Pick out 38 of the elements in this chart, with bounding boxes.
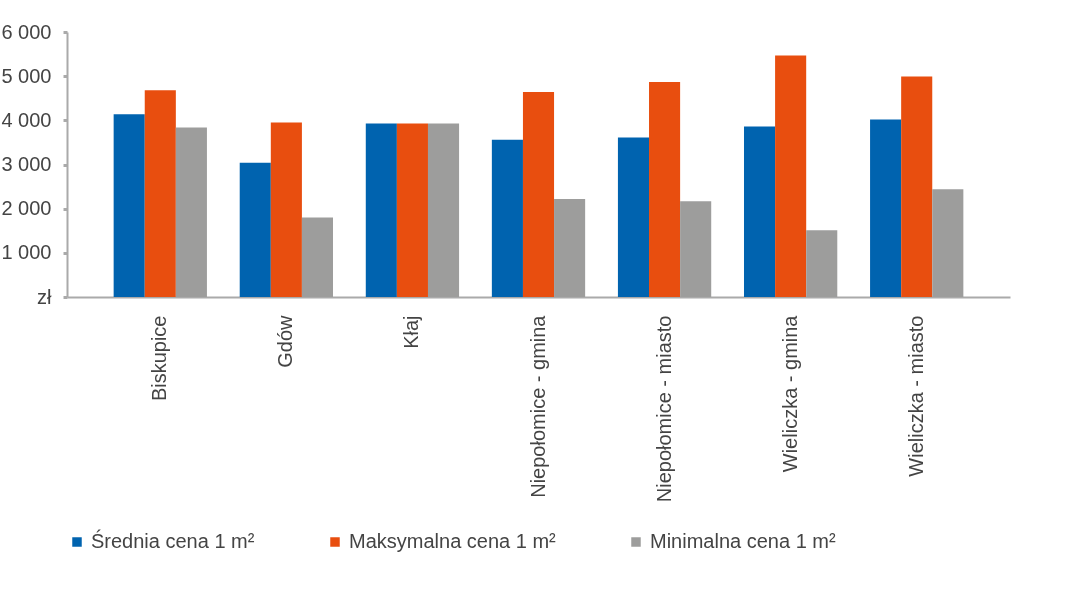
y-tick-label: 2 000 [1, 197, 52, 220]
bar [175, 127, 207, 297]
bar [901, 76, 933, 297]
y-tick-label: 4 000 [1, 108, 52, 131]
bar [491, 139, 523, 297]
x-tick-label: Wieliczka - gmina [778, 314, 801, 473]
bar [365, 123, 397, 297]
bar [113, 114, 145, 297]
bar [743, 126, 776, 297]
x-tick-label: Niepołomice - miasto [652, 315, 675, 503]
y-tick-label: 6 000 [1, 20, 52, 43]
y-tick-label: 5 000 [1, 64, 52, 87]
bar [775, 55, 807, 297]
bar [870, 119, 902, 297]
bar [617, 137, 650, 297]
x-tick-label: Wieliczka - miasto [904, 315, 927, 477]
y-tick-label: 1 000 [1, 241, 52, 264]
legend-label: Średnia cena 1 m² [91, 529, 255, 552]
y-tick-label: 3 000 [1, 153, 52, 175]
bar [680, 201, 712, 297]
legend-label: Minimalna cena 1 m² [650, 530, 836, 552]
bar [554, 198, 586, 297]
bar [427, 123, 460, 297]
x-tick-label: Kłaj [400, 315, 423, 349]
bar [144, 90, 176, 297]
bar [239, 162, 271, 297]
x-tick-label: Niepołomice - gmina [526, 314, 549, 498]
x-tick-label: Gdów [274, 314, 297, 368]
bar [270, 122, 302, 297]
bar [301, 217, 334, 297]
bar [522, 92, 555, 297]
bar [649, 81, 681, 297]
x-tick-label: Biskupice [148, 315, 171, 402]
y-tick-label: zł [37, 285, 53, 308]
bar [932, 189, 964, 297]
bar [396, 123, 428, 297]
legend-label: Maksymalna cena 1 m² [349, 530, 557, 552]
bar [806, 230, 838, 297]
